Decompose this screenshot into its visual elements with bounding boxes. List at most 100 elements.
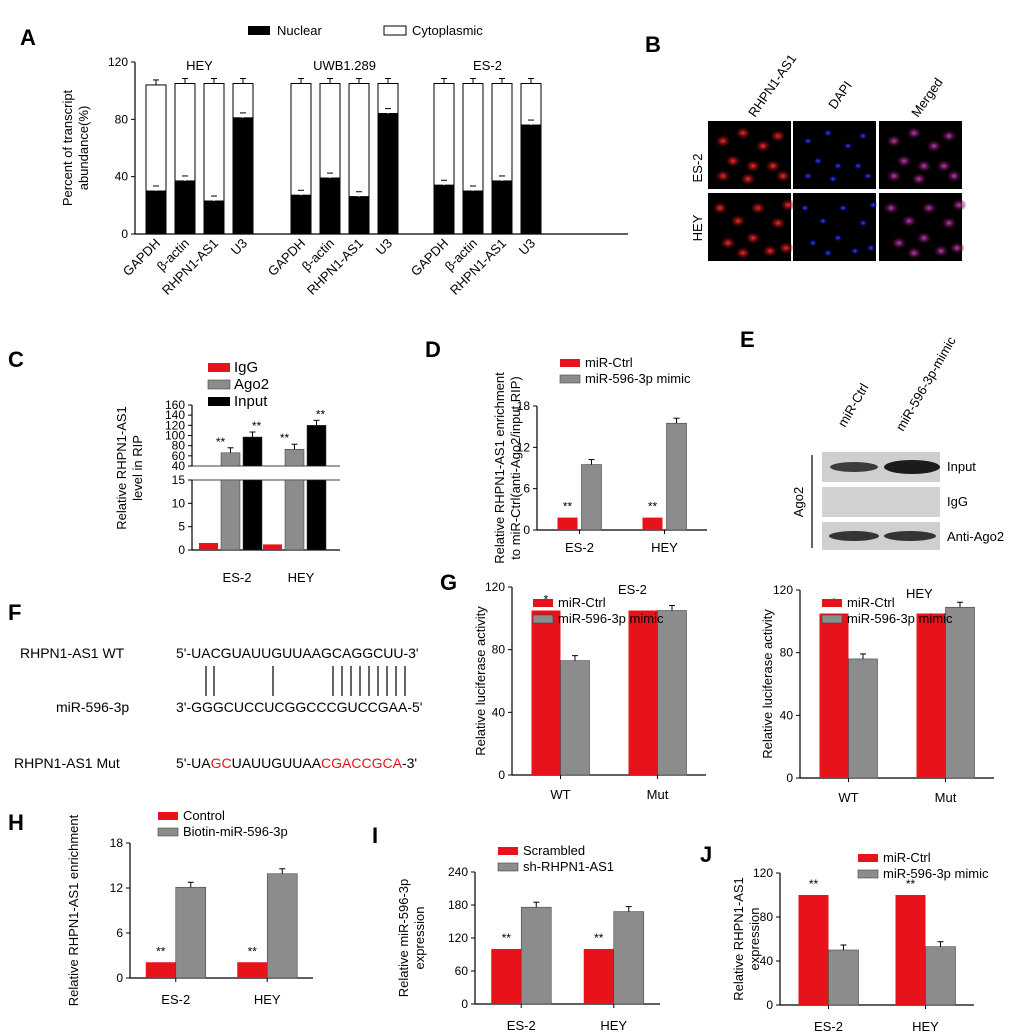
I-legend-swatch-1 xyxy=(497,862,519,872)
C-legend-label-2: Input xyxy=(234,393,268,410)
G1-ylabel-line-0: Relative luciferase activity xyxy=(473,606,488,756)
D-xlabel-hey: HEY xyxy=(651,540,678,555)
b-cell-1-1-4 xyxy=(809,239,817,247)
blot-band-input-ctrl xyxy=(830,462,878,472)
A-bar-hey-rhpn1-as1-cyto xyxy=(203,83,225,202)
f-mut-part-3: CGACCGCA xyxy=(321,755,403,771)
I-ytick-label-120: 120 xyxy=(448,931,468,945)
A-bar-uwb1-289-rhpn1-as1-nuclear xyxy=(348,196,370,235)
H-legend-label-0: Control xyxy=(183,808,225,823)
C-bar-hey-igg xyxy=(263,544,282,550)
I-legend-label-1: sh-RHPN1-AS1 xyxy=(523,859,614,874)
C-ylabel: Relative RHPN1-AS1level in RIP xyxy=(114,406,145,530)
A-bar-hey-rhpn1-as1-nuclear xyxy=(203,200,225,235)
D-ytick-label-18: 18 xyxy=(517,399,531,413)
C-legend-label-1: Ago2 xyxy=(234,376,269,393)
b-cell-0-2-5 xyxy=(917,160,931,172)
I-legend-swatch-0 xyxy=(498,847,518,855)
b-cell-0-0-7 xyxy=(716,170,730,182)
C-ytick-label-low-15: 15 xyxy=(172,473,186,487)
G2-bar-mut-mir-ctrl xyxy=(916,613,946,778)
C-legend-label-0: IgG xyxy=(234,359,258,376)
H-legend-label-1: Biotin-miR-596-3p xyxy=(183,824,288,839)
panel-label-f: F xyxy=(8,600,21,625)
A-legend-label-cyto: Cytoplasmic xyxy=(412,23,483,38)
panel-label-g: G xyxy=(440,570,457,595)
b-row-hey: HEY xyxy=(690,214,705,241)
G2-ytick-label-40: 40 xyxy=(780,708,794,722)
b-cell-0-1-9 xyxy=(864,172,872,180)
H-sig-hey: ** xyxy=(248,944,258,958)
G2-bar-wt-mir-596-3p-mimic xyxy=(848,658,878,779)
A-ytick-label-40: 40 xyxy=(115,170,129,184)
G2-ylabel: Relative luciferase activity xyxy=(760,609,775,759)
C-ytick-label-up-120: 120 xyxy=(165,418,185,432)
G1-bar-wt-mir-596-3p-mimic xyxy=(560,660,590,776)
panel-b-microscopy: RHPN1-AS1 DAPI Merged ES-2 HEY xyxy=(690,51,966,261)
H-legend-swatch-0 xyxy=(158,812,178,820)
blot-band-ago2-ctrl xyxy=(829,531,879,541)
panel-label-h: H xyxy=(8,810,24,835)
J-sig-es-2: ** xyxy=(809,877,819,891)
A-xlabel-es-2-u3: U3 xyxy=(516,236,538,258)
C-bar-hey-ago2-up xyxy=(284,448,305,467)
f-mut-label: RHPN1-AS1 Mut xyxy=(14,755,120,771)
H-bar-hey-control xyxy=(237,962,268,978)
C-ylabel-line-0: Relative RHPN1-AS1 xyxy=(114,406,129,530)
b-cell-1-2-7 xyxy=(952,199,966,211)
A-bar-es-2-rhpn1-as1-cyto xyxy=(491,83,513,182)
H-ytick-label-12: 12 xyxy=(110,881,124,895)
C-bar-es-2-input-up xyxy=(242,436,263,467)
panel-label-c: C xyxy=(8,347,24,372)
C-legend-swatch-0 xyxy=(208,363,230,372)
I-ytick-label-240: 240 xyxy=(448,865,468,879)
A-ytick-label-0: 0 xyxy=(121,227,128,241)
b-cell-0-1-6 xyxy=(854,162,862,170)
b-cell-0-2-1 xyxy=(907,127,921,139)
panel-label-a: A xyxy=(20,25,36,50)
J-ytick-label-40: 40 xyxy=(760,954,774,968)
b-cell-1-0-7 xyxy=(781,199,795,211)
A-xlabel-es-2-gapdh: GAPDH xyxy=(408,236,451,279)
C-bar-hey-ago2-low xyxy=(284,479,305,551)
A-legend-label-nuclear: Nuclear xyxy=(277,23,322,38)
A-bar-hey-actin-cyto xyxy=(174,83,196,182)
b-cell-0-2-8 xyxy=(912,173,926,185)
A-bar-es-2-gapdh-cyto xyxy=(433,83,455,186)
A-group-es-2: ES-2 xyxy=(473,58,502,73)
f-mut-part-4: -3' xyxy=(402,755,417,771)
A-bar-hey-gapdh-cyto xyxy=(145,84,167,192)
G1-ytick-label-0: 0 xyxy=(498,768,505,782)
A-ylabel: Percent of transcriptabundance(%) xyxy=(60,89,91,206)
D-sig-es-2: ** xyxy=(563,500,573,514)
C-ytick-label-up-100: 100 xyxy=(165,429,185,443)
b-cell-0-1-7 xyxy=(804,172,812,180)
C-ytick-label-low-0: 0 xyxy=(178,543,185,557)
panel-label-d: D xyxy=(425,337,441,362)
panel-label-b: B xyxy=(645,32,661,57)
H-ylabel-line-0: Relative RHPN1-AS1 enrichment xyxy=(66,814,81,1006)
b-cell-1-0-3 xyxy=(771,217,785,229)
H-ylabel: Relative RHPN1-AS1 enrichment xyxy=(66,814,81,1006)
b-cell-1-1-8 xyxy=(824,249,832,257)
G1-ylabel: Relative luciferase activity xyxy=(473,606,488,756)
A-bar-uwb1-289-rhpn1-as1-cyto xyxy=(348,83,370,198)
b-cell-1-2-2 xyxy=(922,202,936,214)
f-mut-part-2: UAUUGUUAA xyxy=(232,755,322,771)
C-ytick-label-low-5: 5 xyxy=(178,520,185,534)
I-legend-label-0: Scrambled xyxy=(523,843,585,858)
A-bar-es-2-u3-cyto xyxy=(520,83,542,126)
G2-title: HEY xyxy=(906,586,933,601)
A-ylabel-line-0: Percent of transcript xyxy=(60,89,75,206)
b-image-1-1 xyxy=(793,193,876,261)
D-legend-label-0: miR-Ctrl xyxy=(585,355,633,370)
b-cell-0-1-1 xyxy=(824,129,832,137)
panel-label-e: E xyxy=(740,327,755,352)
b-cell-1-0-8 xyxy=(736,247,750,259)
C-ytick-label-up-40: 40 xyxy=(172,459,186,473)
b-cell-1-2-4 xyxy=(892,237,906,249)
b-cell-1-1-3 xyxy=(859,219,867,227)
